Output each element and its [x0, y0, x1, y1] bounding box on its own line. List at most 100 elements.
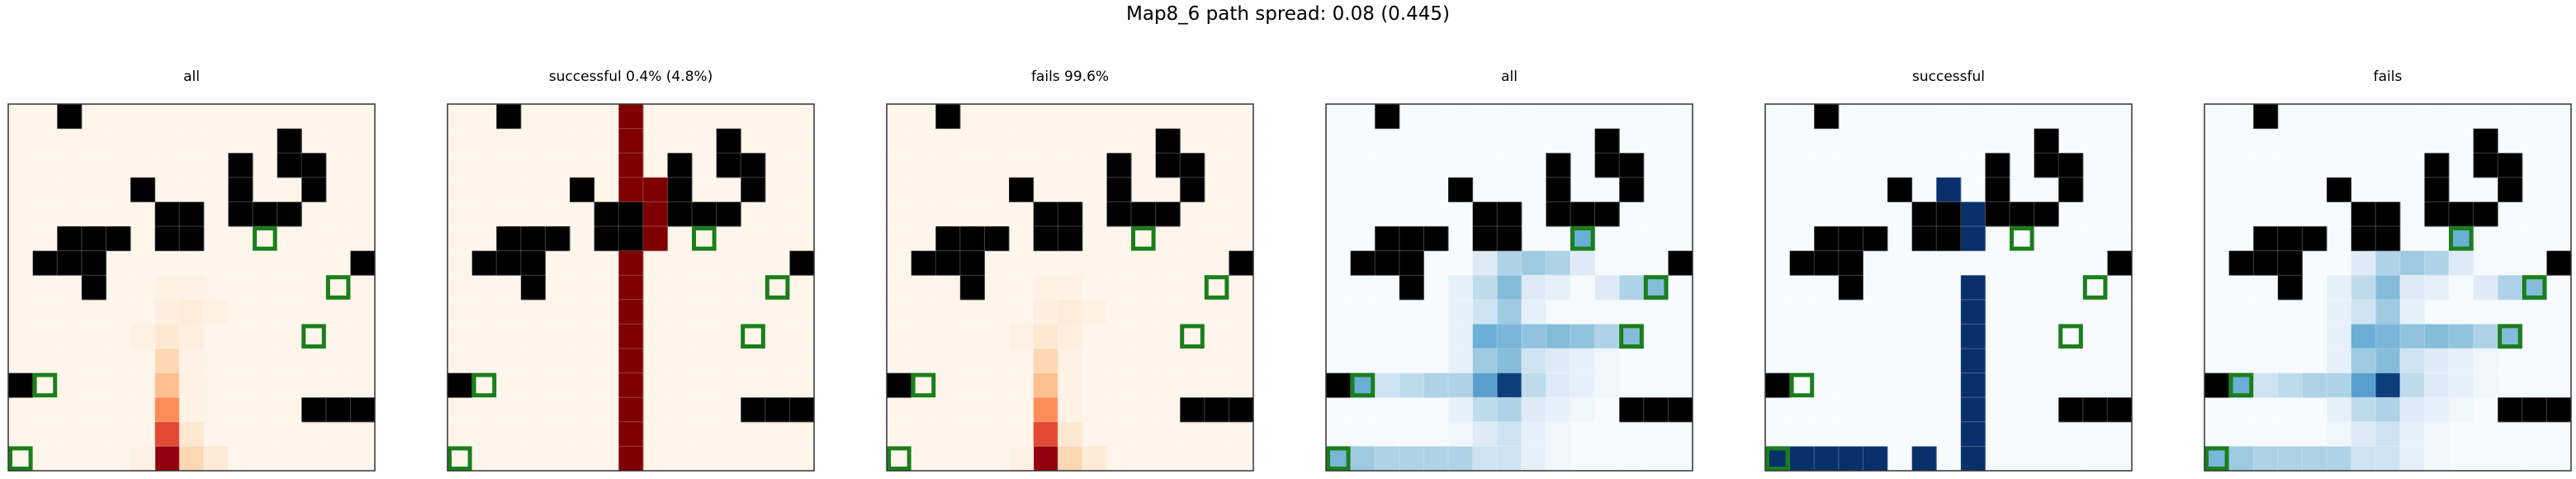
heat-cell	[2375, 299, 2401, 325]
heat-cell	[1472, 349, 1498, 374]
obstacle-cell	[1619, 153, 1645, 178]
obstacle-cell	[2449, 202, 2474, 227]
heat-cell	[1448, 324, 1474, 349]
obstacle-cell	[2351, 226, 2376, 252]
heat-cell	[1058, 372, 1083, 398]
heat-cell	[1619, 275, 1645, 301]
obstacle-cell	[228, 153, 253, 178]
heat-cell	[1350, 446, 1376, 472]
obstacle-cell	[2473, 128, 2498, 154]
obstacle-cell	[2082, 397, 2108, 423]
obstacle-cell	[2424, 202, 2450, 227]
obstacle-cell	[1375, 104, 1400, 130]
panel-title: successful 0.4% (4.8%)	[549, 69, 713, 85]
obstacle-cell	[667, 177, 693, 202]
heat-cell	[2375, 421, 2401, 447]
heat-cell	[2424, 324, 2450, 349]
heat-cell	[618, 299, 644, 325]
obstacle-cell	[1180, 397, 1205, 423]
heat-cell	[2424, 349, 2450, 374]
obstacle-cell	[2058, 153, 2084, 178]
obstacle-cell	[496, 104, 522, 130]
obstacle-cell	[1033, 226, 1058, 252]
heat-cell	[642, 202, 668, 227]
heat-cell	[2473, 372, 2498, 398]
obstacle-cell	[2034, 153, 2059, 178]
heat-cell	[179, 446, 205, 472]
obstacle-cell	[8, 372, 34, 398]
target-marker	[1789, 372, 1815, 398]
heat-cell	[2473, 275, 2498, 301]
heat-cell	[618, 446, 644, 472]
heat-cell	[2399, 397, 2425, 423]
heat-cell	[1497, 421, 1522, 447]
heat-cell	[2449, 372, 2474, 398]
heat-cell	[1960, 421, 1986, 447]
heatmap-panel-5: successful	[1764, 69, 2133, 472]
obstacle-cell	[1936, 226, 1962, 252]
heat-cell	[1546, 421, 1571, 447]
obstacle-cell	[545, 226, 571, 252]
heat-cell	[1497, 250, 1522, 276]
obstacle-cell	[2327, 177, 2352, 202]
target-marker	[2082, 275, 2108, 300]
obstacle-cell	[520, 250, 546, 276]
heat-cell	[618, 177, 644, 202]
target-marker	[887, 446, 912, 472]
obstacle-cell	[1570, 202, 1596, 227]
heat-cell	[1911, 446, 1937, 472]
heat-cell	[1521, 299, 1546, 325]
heat-cell	[2327, 324, 2352, 349]
heat-cell	[1521, 372, 1546, 398]
heat-cell	[2327, 275, 2352, 301]
obstacle-cell	[32, 250, 58, 276]
heat-cell	[179, 275, 205, 301]
heat-cell	[2399, 372, 2425, 398]
heat-cell	[2375, 250, 2401, 276]
obstacle-cell	[789, 250, 815, 276]
obstacle-cell	[2228, 250, 2254, 276]
obstacle-cell	[2302, 226, 2327, 252]
heat-cell	[2375, 446, 2401, 472]
heat-cell	[2327, 349, 2352, 374]
heat-cell	[1033, 349, 1058, 374]
heat-cell	[179, 324, 205, 349]
obstacle-cell	[2351, 202, 2376, 227]
heatmap-panel-2: successful 0.4% (4.8%)	[447, 69, 815, 472]
obstacle-cell	[618, 226, 644, 252]
obstacle-cell	[228, 202, 253, 227]
heatmap-panel-6: fails	[2204, 69, 2572, 472]
obstacle-cell	[935, 250, 961, 276]
heat-cell	[1570, 397, 1596, 423]
obstacle-cell	[350, 397, 376, 423]
obstacle-cell	[81, 226, 107, 252]
heat-cell	[2327, 421, 2352, 447]
obstacle-cell	[2424, 153, 2450, 178]
obstacle-cell	[765, 397, 790, 423]
heat-cell	[1058, 299, 1083, 325]
obstacle-cell	[81, 250, 107, 276]
target-marker	[8, 446, 33, 472]
panel-title: successful	[1912, 69, 1985, 85]
heat-cell	[1570, 372, 1596, 398]
obstacle-cell	[2375, 226, 2401, 252]
heat-cell	[1960, 275, 1986, 301]
heat-cell	[1472, 250, 1498, 276]
obstacle-cell	[2034, 202, 2059, 227]
obstacle-cell	[57, 226, 83, 252]
obstacle-cell	[2107, 397, 2133, 423]
obstacle-cell	[57, 104, 83, 130]
obstacle-cell	[277, 128, 302, 154]
target-marker	[325, 275, 351, 300]
target-marker	[1570, 226, 1595, 251]
obstacle-cell	[1375, 250, 1400, 276]
heat-cell	[618, 275, 644, 301]
panel-frame	[886, 103, 1254, 472]
heat-cell	[1058, 324, 1083, 349]
target-marker	[1619, 324, 1644, 349]
obstacle-cell	[1058, 226, 1083, 252]
heat-cell	[1960, 446, 1986, 472]
obstacle-cell	[1399, 226, 1424, 252]
obstacle-cell	[1009, 177, 1035, 202]
heat-cell	[1497, 324, 1522, 349]
